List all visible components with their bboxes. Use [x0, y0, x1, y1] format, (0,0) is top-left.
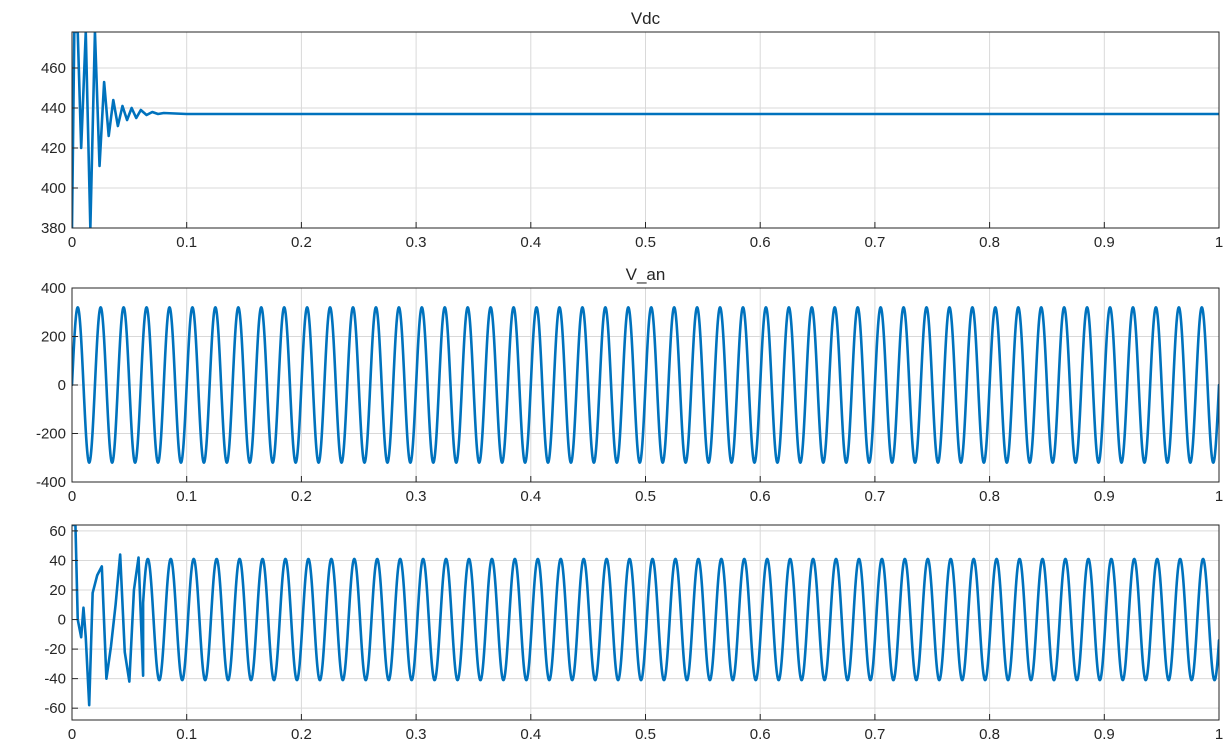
x-tick-label: 0.6 [750, 488, 771, 505]
x-tick-label: 0 [68, 488, 76, 505]
y-tick-label: 440 [41, 100, 66, 117]
y-tick-label: -40 [44, 671, 66, 688]
x-tick-label: 0.5 [635, 488, 656, 505]
x-tick-label: 0.6 [750, 234, 771, 251]
x-tick-label: 0.8 [979, 488, 1000, 505]
y-tick-label: -20 [44, 641, 66, 658]
y-tick-label: 40 [49, 552, 66, 569]
x-tick-label: 1 [1215, 726, 1223, 742]
x-tick-label: 0 [68, 234, 76, 251]
x-tick-label: 1 [1215, 234, 1223, 251]
x-tick-label: 0.8 [979, 234, 1000, 251]
x-tick-label: 0.7 [864, 488, 885, 505]
series-line-0 [72, 525, 1219, 707]
y-tick-label: 20 [49, 582, 66, 599]
x-tick-label: 0.7 [864, 234, 885, 251]
y-tick-label: -200 [36, 426, 66, 443]
x-tick-label: 0.6 [750, 726, 771, 742]
y-tick-label: 0 [58, 612, 66, 629]
y-tick-label: 400 [41, 280, 66, 297]
x-tick-label: 0.1 [176, 726, 197, 742]
y-tick-label: -60 [44, 700, 66, 717]
x-tick-label: 0.2 [291, 234, 312, 251]
y-tick-label: -400 [36, 474, 66, 491]
y-tick-label: 60 [49, 523, 66, 540]
x-tick-label: 0.4 [520, 726, 541, 742]
x-tick-label: 0.3 [406, 488, 427, 505]
x-tick-label: 0.2 [291, 726, 312, 742]
y-tick-label: 460 [41, 60, 66, 77]
x-tick-label: 0.2 [291, 488, 312, 505]
x-tick-label: 0.1 [176, 488, 197, 505]
x-tick-label: 0.9 [1094, 488, 1115, 505]
chart-panel-bottom: 0 0.1 0.2 0.3 0.4 0.5 0.6 0.7 0.8 0.9 1 -60 -40 -20 0 2… [44, 523, 1223, 742]
x-tick-label: 0 [68, 726, 76, 742]
x-tick-label: 1 [1215, 488, 1223, 505]
x-tick-label: 0.5 [635, 234, 656, 251]
x-tick-label: 0.8 [979, 726, 1000, 742]
x-tick-label: 0.9 [1094, 726, 1115, 742]
chart-panel-v-an: 0 0.1 0.2 0.3 0.4 0.5 0.6 0.7 0.8 0.9 1 -400 -200 0 20… [36, 265, 1223, 505]
chart-title: V_an [626, 265, 666, 284]
x-tick-label: 0.9 [1094, 234, 1115, 251]
x-tick-label: 0.7 [864, 726, 885, 742]
y-tick-label: 0 [58, 377, 66, 394]
y-tick-label: 380 [41, 220, 66, 237]
x-tick-label: 0.5 [635, 726, 656, 742]
y-tick-label: 420 [41, 140, 66, 157]
y-tick-label: 400 [41, 180, 66, 197]
series-line-0 [72, 32, 1219, 228]
x-tick-label: 0.4 [520, 234, 541, 251]
y-tick-label: 200 [41, 329, 66, 346]
x-tick-label: 0.4 [520, 488, 541, 505]
chart-panel-vdc: 0 0.1 0.2 0.3 0.4 0.5 0.6 0.7 0.8 0.9 1 380 400 420 44… [41, 9, 1223, 251]
x-tick-label: 0.3 [406, 234, 427, 251]
x-tick-label: 0.3 [406, 726, 427, 742]
series-line-0 [72, 306, 1219, 464]
chart-title: Vdc [631, 9, 661, 28]
x-tick-label: 0.1 [176, 234, 197, 251]
